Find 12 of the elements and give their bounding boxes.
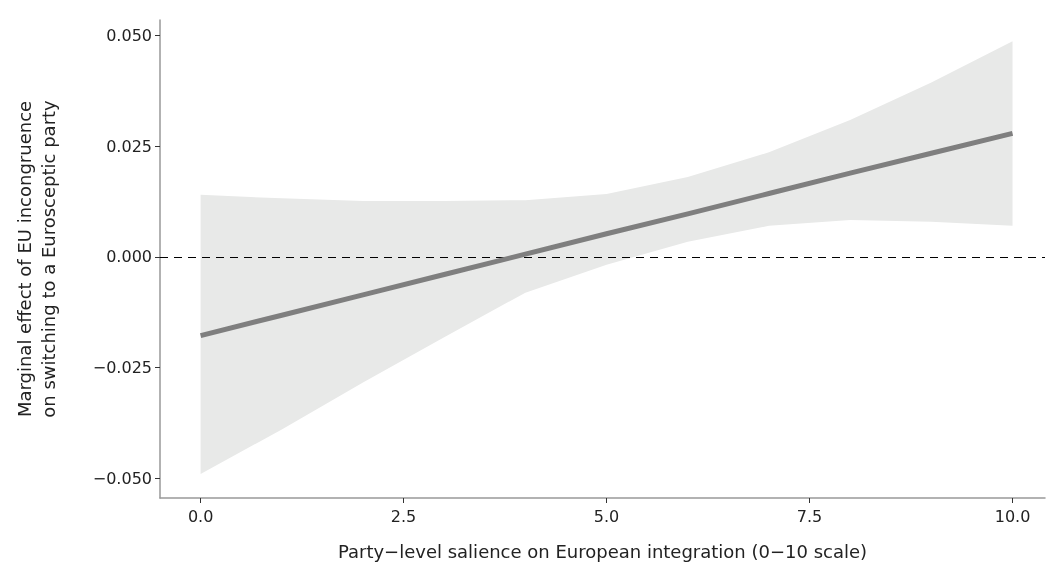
y-tick-label: 0.000 — [106, 247, 152, 267]
y-tick-label: 0.050 — [106, 25, 152, 45]
x-tick-label: 10.0 — [994, 506, 1031, 526]
x-axis-title: Party−level salience on European integration (0−10 scale) — [337, 540, 868, 562]
x-tick-label: 5.0 — [593, 506, 620, 526]
y-tick-label: −0.025 — [92, 357, 152, 377]
x-tick-label: 2.5 — [390, 506, 417, 526]
y-tick-label: −0.050 — [92, 468, 152, 488]
x-tick-label: 0.0 — [187, 506, 214, 526]
x-tick-label: 7.5 — [796, 506, 823, 526]
y-tick-label: 0.025 — [106, 136, 152, 156]
y-axis-title: Marginal effect of EU incongruence on switching to a Eurosceptic party — [13, 99, 59, 418]
